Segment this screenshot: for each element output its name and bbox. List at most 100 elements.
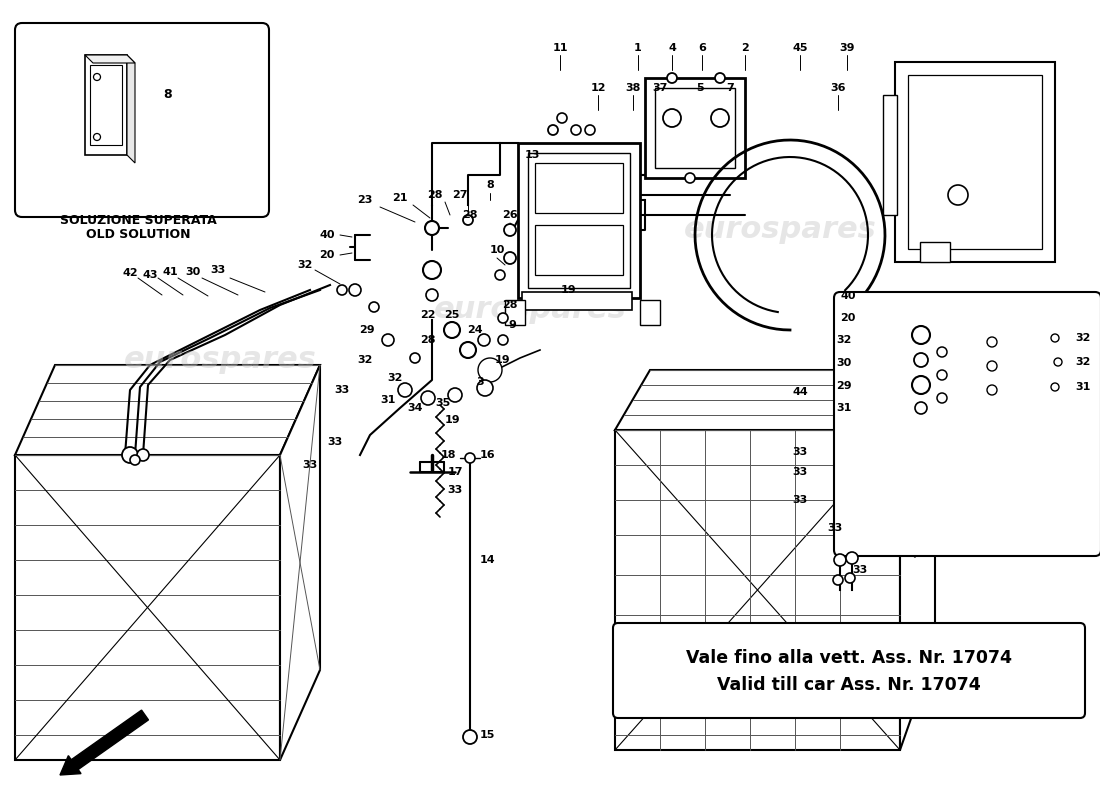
Circle shape	[94, 74, 100, 81]
Bar	[908, 75, 1042, 249]
Text: 12: 12	[591, 83, 606, 93]
Circle shape	[448, 388, 462, 402]
Text: 15: 15	[480, 730, 495, 740]
Text: 33: 33	[302, 460, 318, 470]
Circle shape	[1050, 383, 1059, 391]
Text: 17: 17	[448, 467, 463, 477]
Text: eurospares: eurospares	[683, 215, 877, 245]
Circle shape	[382, 334, 394, 346]
FancyBboxPatch shape	[15, 23, 270, 217]
Text: 21: 21	[393, 193, 408, 203]
Circle shape	[987, 337, 997, 347]
Text: 32: 32	[387, 373, 403, 383]
Text: 26: 26	[503, 210, 518, 220]
Circle shape	[478, 334, 490, 346]
Circle shape	[460, 342, 476, 358]
Text: 33: 33	[334, 385, 350, 395]
Bar	[90, 65, 122, 145]
Circle shape	[122, 447, 138, 463]
Polygon shape	[900, 370, 935, 750]
Bar	[895, 62, 1055, 262]
Circle shape	[478, 358, 502, 382]
Circle shape	[557, 113, 566, 123]
Circle shape	[463, 730, 477, 744]
Circle shape	[685, 173, 695, 183]
Circle shape	[94, 134, 100, 141]
Circle shape	[1050, 334, 1059, 342]
Text: 14: 14	[480, 555, 496, 565]
Text: 28: 28	[462, 210, 477, 220]
Circle shape	[495, 270, 505, 280]
Circle shape	[463, 215, 473, 225]
Bar	[522, 292, 632, 310]
Bar	[535, 163, 623, 213]
Text: 13: 13	[525, 150, 540, 160]
Circle shape	[585, 125, 595, 135]
Polygon shape	[15, 365, 320, 455]
Text: 10: 10	[490, 245, 505, 255]
Text: 8: 8	[163, 89, 172, 102]
Bar	[518, 143, 640, 298]
Polygon shape	[15, 455, 280, 760]
Text: 34: 34	[407, 403, 422, 413]
Text: 23: 23	[358, 195, 373, 205]
Circle shape	[465, 453, 475, 463]
Text: eurospares: eurospares	[433, 295, 626, 325]
Text: SOLUZIONE SUPERATA: SOLUZIONE SUPERATA	[59, 214, 217, 226]
Circle shape	[444, 322, 460, 338]
Bar	[883, 95, 896, 215]
Circle shape	[663, 109, 681, 127]
Circle shape	[833, 575, 843, 585]
Text: Valid till car Ass. Nr. 17074: Valid till car Ass. Nr. 17074	[717, 676, 981, 694]
Text: 40: 40	[840, 291, 856, 301]
Text: eurospares: eurospares	[123, 346, 317, 374]
Circle shape	[937, 393, 947, 403]
Circle shape	[937, 370, 947, 380]
Circle shape	[138, 449, 148, 461]
Circle shape	[915, 402, 927, 414]
Text: 33: 33	[792, 447, 807, 457]
Text: 44: 44	[792, 387, 807, 397]
Text: 31: 31	[381, 395, 396, 405]
Bar	[528, 153, 630, 288]
Text: 36: 36	[830, 83, 846, 93]
Text: 33: 33	[827, 523, 843, 533]
Circle shape	[421, 391, 434, 405]
Circle shape	[368, 302, 379, 312]
Circle shape	[425, 221, 439, 235]
Text: 41: 41	[162, 267, 178, 277]
Text: 40: 40	[319, 230, 336, 240]
Circle shape	[1054, 358, 1062, 366]
Circle shape	[571, 125, 581, 135]
Bar	[645, 78, 745, 178]
Circle shape	[987, 385, 997, 395]
Circle shape	[711, 109, 729, 127]
Text: 5: 5	[696, 83, 704, 93]
Bar	[505, 300, 525, 325]
Circle shape	[834, 554, 846, 566]
Text: 19: 19	[560, 285, 575, 295]
Circle shape	[948, 185, 968, 205]
Text: 24: 24	[468, 325, 483, 335]
Text: 8: 8	[486, 180, 494, 190]
Text: 19: 19	[444, 415, 460, 425]
Polygon shape	[126, 55, 135, 163]
Circle shape	[846, 552, 858, 564]
Bar	[535, 225, 623, 275]
Text: 18: 18	[440, 450, 455, 460]
FancyBboxPatch shape	[834, 292, 1100, 556]
Text: 29: 29	[836, 381, 852, 391]
Text: 29: 29	[360, 325, 375, 335]
Circle shape	[410, 353, 420, 363]
Text: 31: 31	[1075, 382, 1090, 392]
Text: 2: 2	[741, 43, 749, 53]
Text: 33: 33	[792, 495, 807, 505]
Text: 20: 20	[320, 250, 336, 260]
Text: 39: 39	[839, 43, 855, 53]
Text: 33: 33	[448, 485, 463, 495]
Text: 35: 35	[436, 398, 451, 408]
Text: 33: 33	[852, 565, 868, 575]
Circle shape	[424, 261, 441, 279]
Circle shape	[349, 284, 361, 296]
Text: 11: 11	[552, 43, 568, 53]
